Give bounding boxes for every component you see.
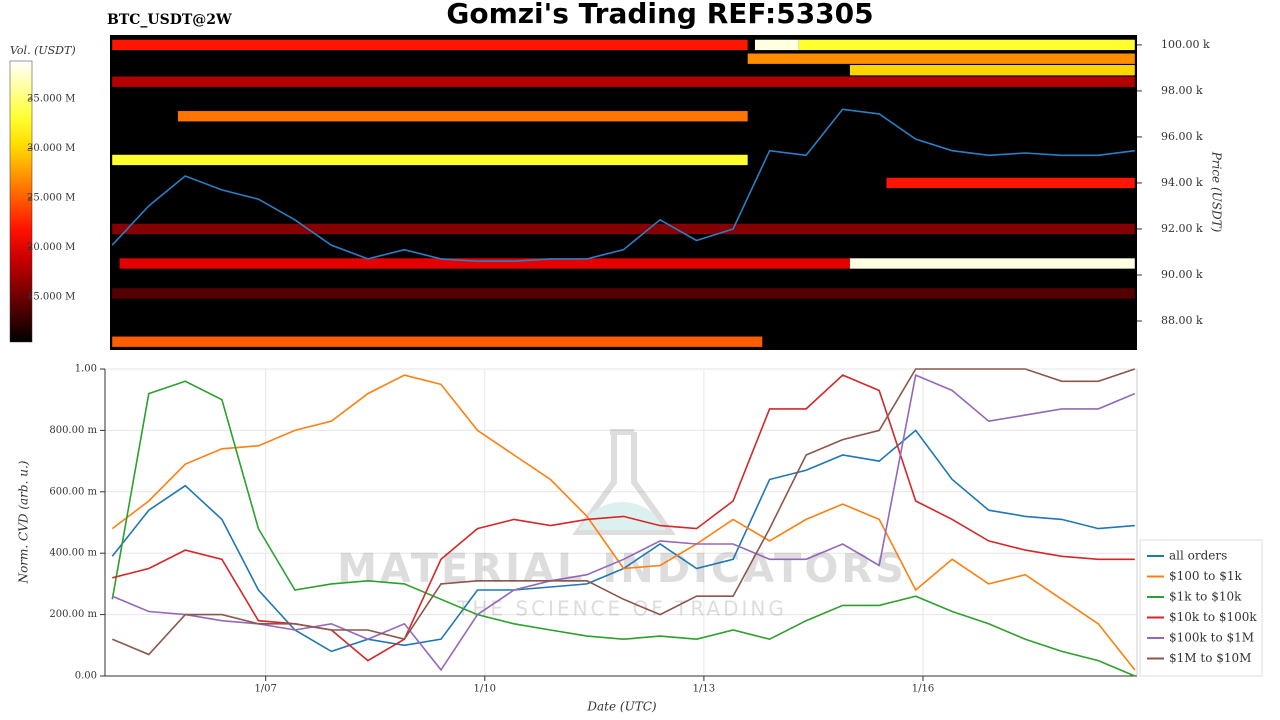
symbol-label: BTC_USDT@2W — [107, 12, 232, 28]
price-axis-label: Price (USDT) — [1210, 151, 1224, 233]
liquidity-band — [798, 39, 1135, 51]
x-tick-label: 1/16 — [912, 684, 934, 695]
y-tick-label: 98.00 k — [1161, 84, 1203, 97]
watermark-flask — [572, 429, 676, 535]
liquidity-band — [112, 76, 1135, 87]
liquidity-band — [747, 53, 1135, 64]
liquidity-band — [112, 39, 748, 51]
y-tick-label: 0.00 — [75, 671, 97, 682]
y-tick-label: 88.00 k — [1161, 314, 1203, 327]
liquidity-band — [119, 258, 850, 269]
colorbar-tick-label: 25.000 M — [27, 192, 75, 203]
colorbar — [9, 60, 33, 343]
cvd-line — [111, 374, 1136, 671]
chart-title: Gomzi's Trading REF:53305 — [446, 0, 873, 30]
colorbar-tick-label: 20.000 M — [27, 242, 75, 253]
cvd-plot-area — [104, 368, 1138, 677]
y-tick-label: 400.00 m — [49, 548, 97, 559]
price-line — [111, 108, 1135, 262]
legend-label: $100 to $1k — [1169, 569, 1242, 583]
colorbar-label: Vol. (USDT) — [10, 44, 76, 57]
colorbar-tick-label: 15.000 M — [27, 291, 75, 302]
y-tick-label: 90.00 k — [1161, 268, 1203, 281]
liquidity-band — [112, 336, 763, 347]
y-tick-label: 800.00 m — [49, 425, 97, 436]
y-tick-label: 100.00 k — [1161, 38, 1210, 51]
colorbar-tick-label: 30.000 M — [27, 143, 75, 154]
legend-label: all orders — [1169, 549, 1227, 563]
liquidity-band — [112, 154, 748, 166]
y-tick-label: 600.00 m — [49, 486, 97, 497]
x-axis-label: Date (UTC) — [586, 700, 656, 714]
legend-label: $1M to $10M — [1169, 651, 1251, 665]
legend-label: $1k to $10k — [1169, 590, 1242, 604]
y-tick-label: 92.00 k — [1161, 222, 1203, 235]
legend-label: $10k to $100k — [1169, 610, 1257, 624]
liquidity-band — [849, 258, 1135, 269]
watermark-subtitle: THE SCIENCE OF TRADING — [456, 597, 787, 621]
y-tick-label: 94.00 k — [1161, 176, 1203, 189]
cvd-line — [111, 368, 1136, 656]
x-tick-label: 1/07 — [254, 684, 276, 695]
x-tick-label: 1/13 — [693, 684, 715, 695]
cvd-line — [111, 373, 1136, 672]
liquidity-band — [112, 223, 1135, 235]
y-tick-label: 96.00 k — [1161, 130, 1203, 143]
liquidity-band — [849, 65, 1135, 76]
liquidity-band — [754, 39, 799, 51]
liquidity-band — [177, 111, 748, 122]
liquidity-band — [112, 288, 1135, 299]
legend-label: $100k to $1M — [1169, 631, 1254, 645]
colorbar-tick-label: 35.000 M — [27, 94, 75, 105]
cvd-axis-label: Norm. CVD (arb. u.) — [17, 460, 31, 584]
x-tick-label: 1/10 — [474, 684, 496, 695]
liquidity-band — [886, 177, 1135, 189]
legend-box — [1139, 539, 1263, 677]
y-tick-label: 1.00 — [75, 364, 97, 375]
cvd-line — [111, 380, 1136, 677]
y-tick-label: 200.00 m — [49, 609, 97, 620]
cvd-line — [112, 374, 1135, 662]
